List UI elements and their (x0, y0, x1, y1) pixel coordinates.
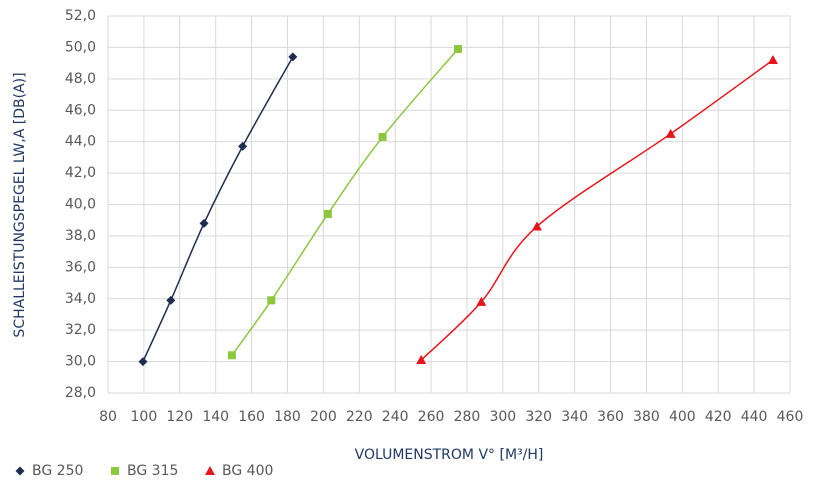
legend-label: BG 250 (32, 463, 83, 479)
data-point (138, 357, 148, 367)
x-tick-label: 80 (99, 409, 117, 425)
y-tick-label: 44,0 (65, 134, 96, 150)
y-tick-label: 38,0 (65, 228, 96, 244)
data-point (767, 54, 778, 64)
x-tick-label: 380 (633, 409, 660, 425)
data-point (199, 218, 209, 228)
legend-marker (205, 466, 215, 475)
x-tick-label: 340 (561, 409, 588, 425)
x-tick-label: 260 (418, 409, 445, 425)
data-point (453, 44, 462, 53)
data-point (267, 296, 276, 305)
data-point (665, 128, 676, 138)
x-tick-label: 240 (382, 409, 409, 425)
x-tick-label: 100 (131, 409, 158, 425)
legend-label: BG 315 (127, 463, 178, 479)
y-tick-label: 42,0 (65, 165, 96, 181)
y-tick-label: 36,0 (65, 259, 96, 275)
series-line (142, 56, 294, 362)
x-tick-label: 140 (202, 409, 229, 425)
legend-marker (15, 466, 25, 476)
x-tick-label: 360 (597, 409, 624, 425)
legend-label: BG 400 (222, 463, 273, 479)
data-point (531, 221, 542, 231)
y-tick-label: 50,0 (65, 39, 96, 55)
y-tick-label: 28,0 (65, 385, 96, 401)
x-tick-label: 280 (454, 409, 481, 425)
x-tick-label: 220 (346, 409, 373, 425)
data-point (227, 351, 236, 360)
x-tick-label: 460 (777, 409, 804, 425)
data-point (323, 209, 332, 218)
x-tick-label: 160 (238, 409, 265, 425)
x-tick-label: 180 (274, 409, 301, 425)
data-point (416, 355, 427, 365)
data-point (288, 52, 298, 62)
x-axis-title: VOLUMENSTROM V° [M³/H] (355, 447, 544, 463)
y-tick-label: 34,0 (65, 291, 96, 307)
y-axis-title: SCHALLEISTUNGSPEGEL LW,A [DB(A)] (12, 72, 28, 337)
x-tick-label: 320 (525, 409, 552, 425)
y-tick-label: 40,0 (65, 197, 96, 213)
data-point (166, 295, 176, 305)
x-tick-label: 440 (741, 409, 768, 425)
data-point (238, 141, 248, 151)
y-tick-label: 30,0 (65, 354, 96, 370)
series-line (231, 48, 459, 356)
legend-marker (111, 467, 119, 475)
x-tick-label: 420 (705, 409, 732, 425)
data-point (378, 132, 387, 141)
y-tick-label: 48,0 (65, 71, 96, 87)
x-tick-label: 400 (669, 409, 696, 425)
series-line (420, 59, 774, 361)
y-tick-label: 52,0 (65, 8, 96, 24)
x-tick-label: 300 (489, 409, 516, 425)
y-tick-label: 32,0 (65, 322, 96, 338)
x-tick-label: 200 (310, 409, 337, 425)
y-tick-label: 46,0 (65, 102, 96, 118)
x-tick-label: 120 (166, 409, 193, 425)
data-point (476, 296, 487, 306)
